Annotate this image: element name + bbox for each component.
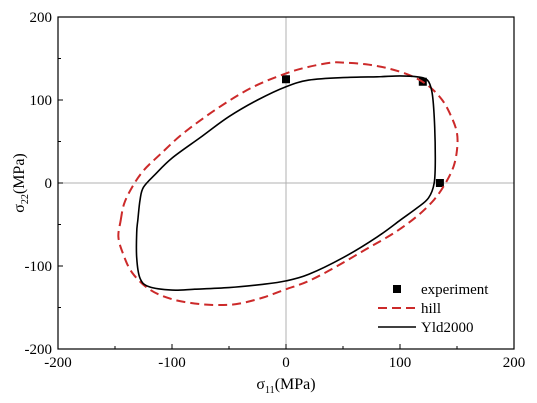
x-axis-label: σ11(MPa) [256,376,315,396]
y-tick-label: 0 [45,176,53,192]
y-axis-label: σ22(MPa) [11,153,31,213]
labels: σ11(MPa) σ22(MPa) [11,153,316,396]
legend-experiment-label: experiment [421,282,489,298]
axes: -200 -100 0 100 200 -200 -100 0 100 200 [25,10,526,371]
y-tick-label: 200 [30,10,53,26]
experiment-point-1 [282,75,290,84]
legend: experiment hill Yld2000 [378,282,489,336]
x-tick-label: -200 [44,355,72,371]
y-tick-label: -200 [25,342,53,358]
hill-series-line [117,61,459,307]
y-tick-label: -100 [25,259,53,275]
y-tick-label: 100 [30,93,53,109]
legend-experiment-marker [393,285,401,293]
plot-marks [58,17,514,349]
x-tick-label: 0 [282,355,290,371]
x-tick-label: 100 [389,355,412,371]
experiment-point-3 [435,179,444,187]
legend-yld2000-label: Yld2000 [421,320,474,336]
x-tick-label: -100 [158,355,186,371]
legend-hill-label: hill [421,301,441,317]
yld2000-series-line [135,75,437,291]
x-tick-label: 200 [503,355,526,371]
